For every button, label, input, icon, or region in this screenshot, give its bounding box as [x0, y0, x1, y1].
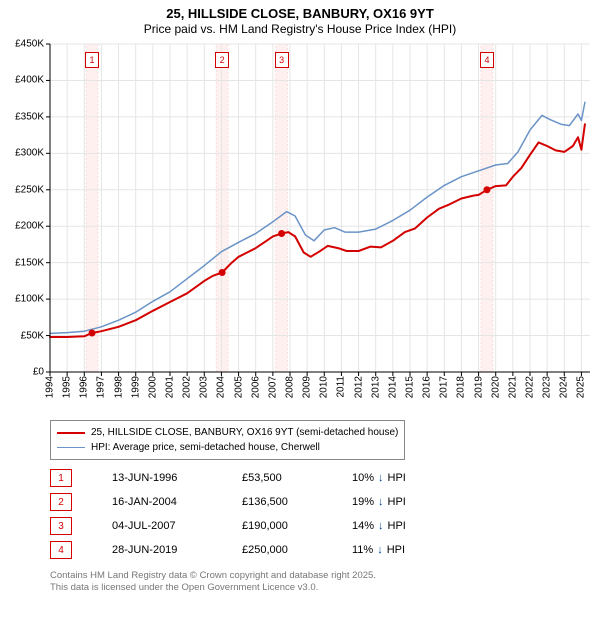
x-tick-label: 2005 [233, 376, 244, 398]
chart-marker-4: 4 [480, 52, 494, 68]
down-arrow-icon: ↓ [378, 472, 384, 484]
y-tick-label: £250K [15, 184, 44, 195]
x-tick-label: 2003 [199, 376, 210, 398]
sale-row-number: 3 [50, 517, 72, 535]
sale-row-price: £53,500 [242, 472, 352, 484]
x-tick-label: 2000 [147, 376, 158, 398]
x-tick-label: 1995 [62, 376, 73, 398]
chart-marker-2: 2 [215, 52, 229, 68]
sale-row-date: 04-JUL-2007 [112, 520, 242, 532]
y-tick-label: £100K [15, 294, 44, 305]
sales-table: 1 13-JUN-1996£53,50010%↓HPI 2 16-JAN-2004£1… [50, 466, 462, 562]
sale-row-date: 13-JUN-1996 [112, 472, 242, 484]
x-tick-label: 1998 [113, 376, 124, 398]
y-tick-label: £450K [15, 39, 44, 50]
y-tick-label: £150K [15, 257, 44, 268]
x-tick-label: 2004 [216, 376, 227, 398]
down-arrow-icon: ↓ [378, 520, 384, 532]
sale-row-1: 1 13-JUN-1996£53,50010%↓HPI [50, 466, 462, 490]
chart-marker-3: 3 [275, 52, 289, 68]
y-axis-labels: £0£50K£100K£150K£200K£250K£300K£350K£400… [0, 44, 48, 372]
x-tick-label: 2016 [422, 376, 433, 398]
chart-marker-1: 1 [85, 52, 99, 68]
legend-label-1: 25, HILLSIDE CLOSE, BANBURY, OX16 9YT (s… [91, 425, 398, 440]
chart-container: 25, HILLSIDE CLOSE, BANBURY, OX16 9YT Pr… [0, 0, 600, 620]
x-tick-label: 2012 [353, 376, 364, 398]
sale-row-price: £190,000 [242, 520, 352, 532]
x-tick-label: 2015 [405, 376, 416, 398]
sale-row-number: 2 [50, 493, 72, 511]
sale-row-date: 28-JUN-2019 [112, 544, 242, 556]
x-tick-label: 2024 [559, 376, 570, 398]
y-tick-label: £350K [15, 111, 44, 122]
legend-label-2: HPI: Average price, semi-detached house,… [91, 440, 320, 455]
sale-row-price: £136,500 [242, 496, 352, 508]
sale-row-number: 1 [50, 469, 72, 487]
x-tick-label: 2008 [285, 376, 296, 398]
x-tick-label: 2018 [456, 376, 467, 398]
sale-row-delta: 14%↓HPI [352, 520, 462, 532]
sale-row-4: 4 28-JUN-2019£250,00011%↓HPI [50, 538, 462, 562]
x-tick-label: 2013 [370, 376, 381, 398]
x-tick-label: 2025 [576, 376, 587, 398]
title-line-2: Price paid vs. HM Land Registry's House … [0, 22, 600, 37]
sale-row-delta: 11%↓HPI [352, 544, 462, 556]
sale-row-number: 4 [50, 541, 72, 559]
x-tick-label: 1999 [130, 376, 141, 398]
legend-swatch-2 [57, 447, 85, 449]
sale-row-3: 3 04-JUL-2007£190,00014%↓HPI [50, 514, 462, 538]
legend-item-series-1: 25, HILLSIDE CLOSE, BANBURY, OX16 9YT (s… [57, 425, 398, 440]
legend-swatch-1 [57, 432, 85, 434]
x-tick-label: 1994 [45, 376, 56, 398]
y-tick-label: £50K [21, 330, 44, 341]
plot-area: 1 2 3 4 [50, 44, 590, 372]
down-arrow-icon: ↓ [378, 496, 384, 508]
y-tick-label: £200K [15, 221, 44, 232]
x-tick-label: 1996 [79, 376, 90, 398]
x-tick-label: 2022 [525, 376, 536, 398]
y-tick-label: £400K [15, 75, 44, 86]
sale-row-delta: 10%↓HPI [352, 472, 462, 484]
footer-attribution: Contains HM Land Registry data © Crown c… [50, 570, 376, 595]
x-tick-label: 2010 [319, 376, 330, 398]
x-tick-label: 2002 [182, 376, 193, 398]
x-tick-label: 2019 [473, 376, 484, 398]
legend-item-series-2: HPI: Average price, semi-detached house,… [57, 440, 398, 455]
x-tick-label: 2023 [542, 376, 553, 398]
x-tick-label: 2020 [490, 376, 501, 398]
x-tick-label: 2007 [267, 376, 278, 398]
footer-line-2: This data is licensed under the Open Gov… [50, 582, 376, 594]
y-tick-label: £0 [33, 367, 44, 378]
x-tick-label: 2006 [250, 376, 261, 398]
x-tick-label: 2009 [302, 376, 313, 398]
title-block: 25, HILLSIDE CLOSE, BANBURY, OX16 9YT Pr… [0, 0, 600, 37]
x-tick-label: 2014 [387, 376, 398, 398]
line-chart-svg [50, 44, 590, 372]
footer-line-1: Contains HM Land Registry data © Crown c… [50, 570, 376, 582]
y-tick-label: £300K [15, 148, 44, 159]
sale-row-date: 16-JAN-2004 [112, 496, 242, 508]
x-tick-label: 1997 [96, 376, 107, 398]
legend: 25, HILLSIDE CLOSE, BANBURY, OX16 9YT (s… [50, 420, 405, 460]
x-tick-label: 2017 [439, 376, 450, 398]
x-tick-label: 2001 [165, 376, 176, 398]
x-axis-labels: 1994199519961997199819992000200120022003… [50, 372, 590, 416]
title-line-1: 25, HILLSIDE CLOSE, BANBURY, OX16 9YT [0, 6, 600, 22]
sale-row-delta: 19%↓HPI [352, 496, 462, 508]
sale-row-price: £250,000 [242, 544, 352, 556]
sale-row-2: 2 16-JAN-2004£136,50019%↓HPI [50, 490, 462, 514]
x-tick-label: 2011 [336, 376, 347, 398]
x-tick-label: 2021 [507, 376, 518, 398]
down-arrow-icon: ↓ [377, 544, 383, 556]
